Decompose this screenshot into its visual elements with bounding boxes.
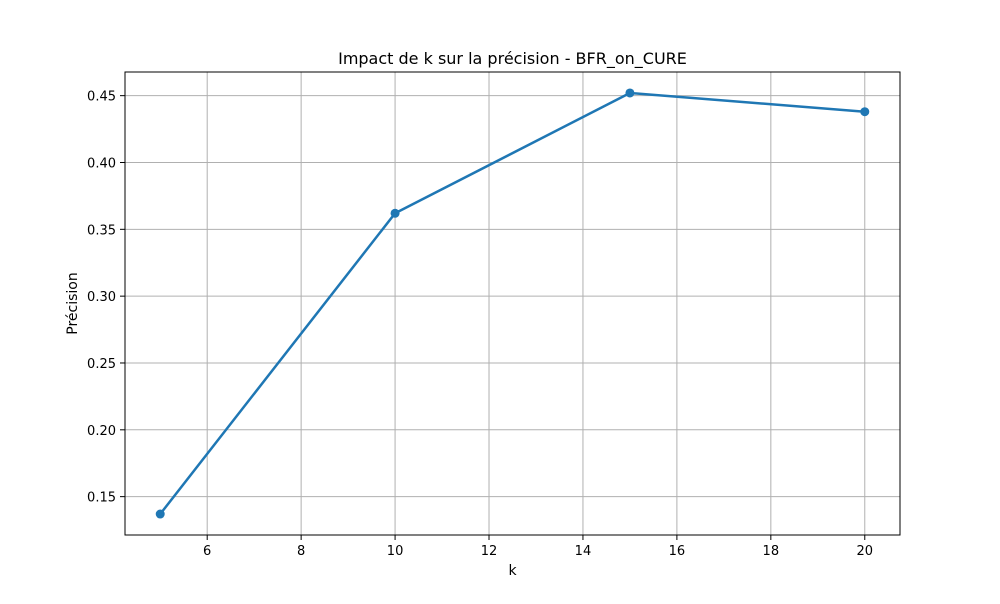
x-tick-label: 8 <box>297 544 305 559</box>
y-tick-label: 0.45 <box>87 90 116 105</box>
y-tick-label: 0.40 <box>87 156 116 171</box>
x-tick-label: 10 <box>387 544 404 559</box>
data-point <box>155 509 165 519</box>
x-axis-title: k <box>508 563 517 579</box>
x-tick-label: 12 <box>481 544 498 559</box>
axis-ticks: 6 8 10 12 14 16 18 20 0.15 0.20 0.25 0.30 0.35 0.40 0.… <box>87 90 873 559</box>
y-axis-title: Précision <box>65 272 81 334</box>
plot-frame <box>124 71 901 536</box>
series-line <box>158 91 867 516</box>
x-tick-label: 18 <box>763 544 780 559</box>
y-tick-label: 0.25 <box>87 357 116 372</box>
y-tick-label: 0.30 <box>87 290 116 305</box>
series-layer <box>155 88 870 519</box>
x-tick-label: 14 <box>575 544 592 559</box>
x-tick-label: 16 <box>669 544 686 559</box>
y-tick-label: 0.15 <box>87 491 116 506</box>
y-tick-label: 0.35 <box>87 223 116 238</box>
x-tick-label: 6 <box>203 544 211 559</box>
x-tick-label: 20 <box>856 544 873 559</box>
chart-title: Impact de k sur la précision - BFR_on_CU… <box>338 49 687 69</box>
grid <box>125 72 900 535</box>
y-tick-label: 0.20 <box>87 424 116 439</box>
data-point <box>390 208 400 218</box>
data-point <box>625 88 635 98</box>
data-point <box>860 107 870 117</box>
